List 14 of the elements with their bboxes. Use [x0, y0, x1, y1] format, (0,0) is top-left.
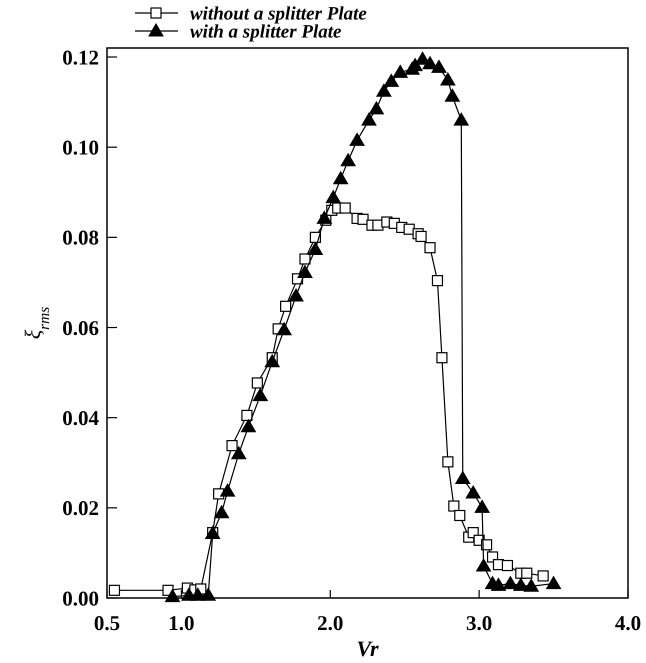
legend-label: without a splitter Plate [190, 4, 368, 25]
x-tick-label: 1.0 [168, 611, 195, 635]
y-tick-label: 0.04 [62, 406, 100, 430]
x-tick-label: 2.0 [317, 611, 344, 635]
y-tick-label: 0.10 [62, 136, 99, 160]
y-tick-label: 0.02 [62, 496, 99, 520]
x-axis-title: Vr [356, 636, 379, 661]
x-tick-label: 3.0 [466, 611, 492, 635]
y-tick-label: 0.00 [62, 586, 99, 610]
y-tick-label: 0.06 [62, 316, 99, 340]
x-tick-label: 4.0 [614, 611, 642, 635]
y-tick-label: 0.08 [62, 226, 99, 250]
y-tick-label: 0.12 [62, 45, 99, 70]
x-tick-label: 0.5 [94, 611, 120, 635]
